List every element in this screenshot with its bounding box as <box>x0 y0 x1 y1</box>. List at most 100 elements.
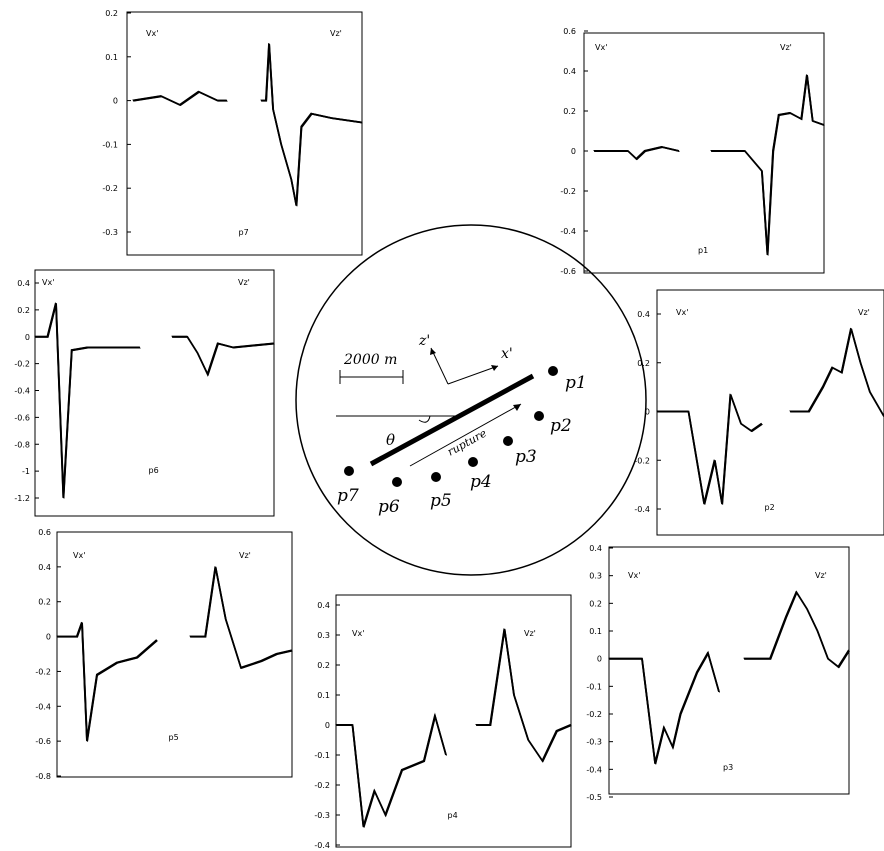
panel-name-label: p1 <box>698 246 708 255</box>
station-p3-label: p3 <box>515 447 537 467</box>
y-tick-label: -0.6 <box>35 737 51 746</box>
station-p5-dot <box>431 472 441 482</box>
panel-name-label: p7 <box>239 228 249 237</box>
trace-p3-Vz <box>744 590 850 669</box>
y-tick-label: 0.4 <box>563 67 576 76</box>
station-p1-label: p1 <box>565 373 587 393</box>
y-tick-label: -0.2 <box>35 667 51 676</box>
y-tick-label: 0.2 <box>17 306 30 315</box>
station-p7-dot <box>344 466 354 476</box>
waveform-panels: 0.2 0.1 0 -0.1 -0.2 -0.3 Vx' Vz' p7 0.6 0.4 0.2 0 -0.… <box>14 9 884 850</box>
y-tick-label: -0.4 <box>14 387 30 396</box>
trace-p4-Vz <box>475 628 571 762</box>
component-label: Vz' <box>780 43 792 52</box>
trace-p1-Vz <box>710 74 824 255</box>
trace-p4-Vx <box>336 712 447 828</box>
component-label: Vx' <box>146 29 158 38</box>
y-tick-label: 0.2 <box>38 598 51 607</box>
trace-p7-Vz <box>260 43 362 206</box>
y-tick-label: -0.4 <box>634 505 650 514</box>
y-tick-label: 0.6 <box>563 27 576 36</box>
trace-p6-Vx <box>34 302 140 498</box>
component-label: Vz' <box>815 571 827 580</box>
component-label: Vx' <box>73 551 85 560</box>
y-tick-label: -0.8 <box>35 772 51 781</box>
trace-p3-Vx <box>608 651 719 764</box>
rupture-label: rupture <box>445 426 489 458</box>
trace-p3-Vx <box>609 652 720 765</box>
y-tick-label: 0 <box>571 147 576 156</box>
station-p2-label: p2 <box>550 416 572 436</box>
station-p4-dot <box>468 457 478 467</box>
panel-p4: 0.4 0.3 0.2 0.1 0 -0.1 -0.2 -0.3 -0.4 Vx' Vz' p4 <box>314 594 572 850</box>
y-tick-label: -0.1 <box>586 682 602 691</box>
y-tick-label: 0 <box>597 655 602 664</box>
component-label: Vx' <box>42 278 54 287</box>
y-tick-label: 0.3 <box>317 631 330 640</box>
panel-frame-p6 <box>34 269 275 517</box>
rupture-arrowhead <box>513 404 521 411</box>
y-tick-label: -1.2 <box>14 494 30 503</box>
y-tick-label: 0.2 <box>317 661 330 670</box>
z-prime-label: z' <box>418 333 430 349</box>
y-tick-label: -0.8 <box>14 440 30 449</box>
y-tick-label: -0.4 <box>314 841 330 850</box>
y-tick-label: -0.1 <box>102 140 118 149</box>
station-p1-dot <box>548 366 558 376</box>
panel-frame-p3 <box>608 546 850 795</box>
trace-p4-Vz <box>476 628 572 763</box>
x-prime-axis-arrow <box>447 365 499 385</box>
trace-p7-Vz <box>261 43 363 206</box>
trace-p5-Vx <box>56 621 157 741</box>
trace-p6-Vx <box>35 303 141 499</box>
trace-p2-Vz <box>789 327 884 417</box>
y-tick-label: -0.1 <box>314 751 330 760</box>
component-label: Vx' <box>352 629 364 638</box>
y-tick-label: 0.2 <box>637 359 650 368</box>
trace-p6-Vx <box>35 302 140 499</box>
panel-p1: 0.6 0.4 0.2 0 -0.2 -0.4 -0.6 Vx' Vz' p1 <box>560 27 825 276</box>
panel-name-label: p2 <box>765 503 775 512</box>
panel-name-label: p4 <box>448 811 458 820</box>
panel-frame-p7 <box>126 11 363 256</box>
y-tick-label: -0.6 <box>14 413 30 422</box>
component-label: Vz' <box>524 629 536 638</box>
trace-p1-Vz <box>711 74 825 256</box>
y-tick-label: 0.3 <box>589 572 602 581</box>
y-tick-label: -0.2 <box>586 710 602 719</box>
y-tick-label: 0 <box>25 333 30 342</box>
panel-frame-p2 <box>656 289 884 536</box>
y-tick-label: 0.2 <box>563 107 576 116</box>
y-tick-label: 0.4 <box>17 279 30 288</box>
map-circle <box>295 224 647 576</box>
panel-p5: 0.6 0.4 0.2 0 -0.2 -0.4 -0.6 -0.8 Vx' Vz' p5 <box>35 528 293 781</box>
y-tick-label: 0 <box>325 721 330 730</box>
trace-p3-Vz <box>744 592 850 669</box>
trace-p2-Vx <box>657 394 763 505</box>
trace-p5-Vx <box>57 623 158 742</box>
trace-p2-Vz <box>790 329 884 417</box>
component-label: Vz' <box>330 29 342 38</box>
station-p4-label: p4 <box>470 472 492 492</box>
trace-p6-Vz <box>171 335 274 375</box>
panel-frame-p4 <box>335 594 572 848</box>
y-tick-label: -0.2 <box>14 360 30 369</box>
y-tick-label: 0.4 <box>637 310 650 319</box>
y-tick-label: -0.3 <box>102 228 118 237</box>
trace-p1-Vx <box>594 147 680 161</box>
y-tick-label: -0.3 <box>586 738 602 747</box>
y-tick-label: -0.2 <box>560 187 576 196</box>
z-prime-axis-arrow <box>430 347 449 385</box>
trace-p2-Vz <box>790 328 884 417</box>
station-p5-label: p5 <box>430 491 452 511</box>
y-tick-label: 0 <box>46 633 51 642</box>
panel-name-label: p5 <box>169 733 179 742</box>
y-tick-label: -0.4 <box>586 765 602 774</box>
panel-p3: 0.4 0.3 0.2 0.1 0 -0.1 -0.2 -0.3 -0.4 -0.5 Vx' Vz' p… <box>586 544 850 802</box>
trace-p6-Vz <box>172 335 275 377</box>
z-prime-arrowhead <box>430 348 436 355</box>
panel-p2: 0.4 0.2 0 -0.2 -0.4 Vx' Vz' p2 <box>634 289 884 536</box>
rupture-arrow <box>409 403 522 467</box>
theta-arc <box>418 415 431 423</box>
